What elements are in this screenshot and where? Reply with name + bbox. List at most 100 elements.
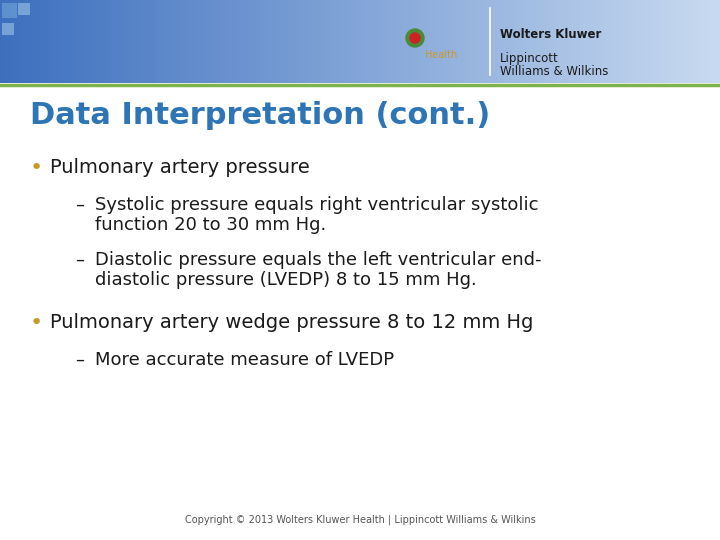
Bar <box>281 0 285 83</box>
Bar <box>155 0 159 83</box>
Bar <box>526 0 530 83</box>
Bar <box>706 0 710 83</box>
Text: –: – <box>75 251 84 269</box>
Bar <box>554 0 559 83</box>
Bar <box>18 0 22 83</box>
Bar <box>90 0 94 83</box>
Bar <box>695 0 699 83</box>
Bar <box>418 0 422 83</box>
Bar <box>522 0 526 83</box>
Bar <box>583 0 588 83</box>
Bar <box>320 0 325 83</box>
Bar <box>331 0 336 83</box>
Bar <box>338 0 343 83</box>
Bar <box>346 0 350 83</box>
Bar <box>446 0 451 83</box>
Bar <box>0 0 4 83</box>
Bar <box>36 0 40 83</box>
Bar <box>252 0 256 83</box>
Bar <box>234 0 238 83</box>
Bar <box>659 0 663 83</box>
Bar <box>684 0 688 83</box>
Circle shape <box>410 33 420 43</box>
Bar <box>540 0 544 83</box>
Bar <box>277 0 282 83</box>
Bar <box>227 0 231 83</box>
Bar <box>7 0 12 83</box>
Bar <box>43 0 48 83</box>
Bar <box>594 0 598 83</box>
Bar <box>126 0 130 83</box>
Bar <box>22 0 26 83</box>
Bar <box>529 0 534 83</box>
Bar <box>713 0 717 83</box>
Bar <box>652 0 656 83</box>
Bar <box>400 0 404 83</box>
Bar <box>133 0 138 83</box>
Bar <box>392 0 397 83</box>
Bar <box>317 0 321 83</box>
Bar <box>101 0 105 83</box>
Bar <box>212 0 217 83</box>
Bar <box>54 0 58 83</box>
Bar <box>86 0 91 83</box>
Bar <box>25 0 30 83</box>
Bar <box>709 0 714 83</box>
Bar <box>439 0 444 83</box>
Bar <box>169 0 174 83</box>
Bar <box>65 0 69 83</box>
Bar <box>644 0 649 83</box>
Bar <box>32 0 37 83</box>
Bar <box>313 0 318 83</box>
Bar <box>144 0 148 83</box>
Bar <box>637 0 642 83</box>
Bar <box>623 0 627 83</box>
Bar <box>2 3 17 18</box>
Bar <box>551 0 555 83</box>
Bar <box>493 0 498 83</box>
Bar <box>220 0 224 83</box>
Bar <box>490 0 494 83</box>
Bar <box>558 0 562 83</box>
Bar <box>626 0 631 83</box>
Bar <box>299 0 303 83</box>
Bar <box>119 0 123 83</box>
Bar <box>284 0 289 83</box>
Bar <box>511 0 516 83</box>
Bar <box>72 0 76 83</box>
Bar <box>115 0 120 83</box>
Bar <box>310 0 314 83</box>
Bar <box>198 0 202 83</box>
Bar <box>475 0 480 83</box>
Text: function 20 to 30 mm Hg.: function 20 to 30 mm Hg. <box>95 216 326 234</box>
Bar <box>619 0 624 83</box>
Bar <box>443 0 447 83</box>
Bar <box>464 0 469 83</box>
Bar <box>472 0 476 83</box>
Bar <box>328 0 332 83</box>
Bar <box>702 0 706 83</box>
Bar <box>616 0 620 83</box>
Bar <box>580 0 584 83</box>
Bar <box>508 0 512 83</box>
Bar <box>263 0 267 83</box>
Bar <box>76 0 80 83</box>
Bar <box>223 0 228 83</box>
Bar <box>515 0 519 83</box>
Bar <box>486 0 490 83</box>
Text: Pulmonary artery pressure: Pulmonary artery pressure <box>50 158 310 177</box>
Bar <box>205 0 210 83</box>
Bar <box>356 0 361 83</box>
Bar <box>248 0 253 83</box>
Text: –: – <box>75 351 84 369</box>
Bar <box>18 3 30 15</box>
Text: Lippincott: Lippincott <box>500 52 559 65</box>
Bar <box>173 0 177 83</box>
Text: Williams & Wilkins: Williams & Wilkins <box>500 65 608 78</box>
Circle shape <box>406 29 424 47</box>
Text: Systolic pressure equals right ventricular systolic: Systolic pressure equals right ventricul… <box>95 196 539 214</box>
Bar <box>565 0 570 83</box>
Bar <box>569 0 573 83</box>
Bar <box>648 0 652 83</box>
Bar <box>407 0 411 83</box>
